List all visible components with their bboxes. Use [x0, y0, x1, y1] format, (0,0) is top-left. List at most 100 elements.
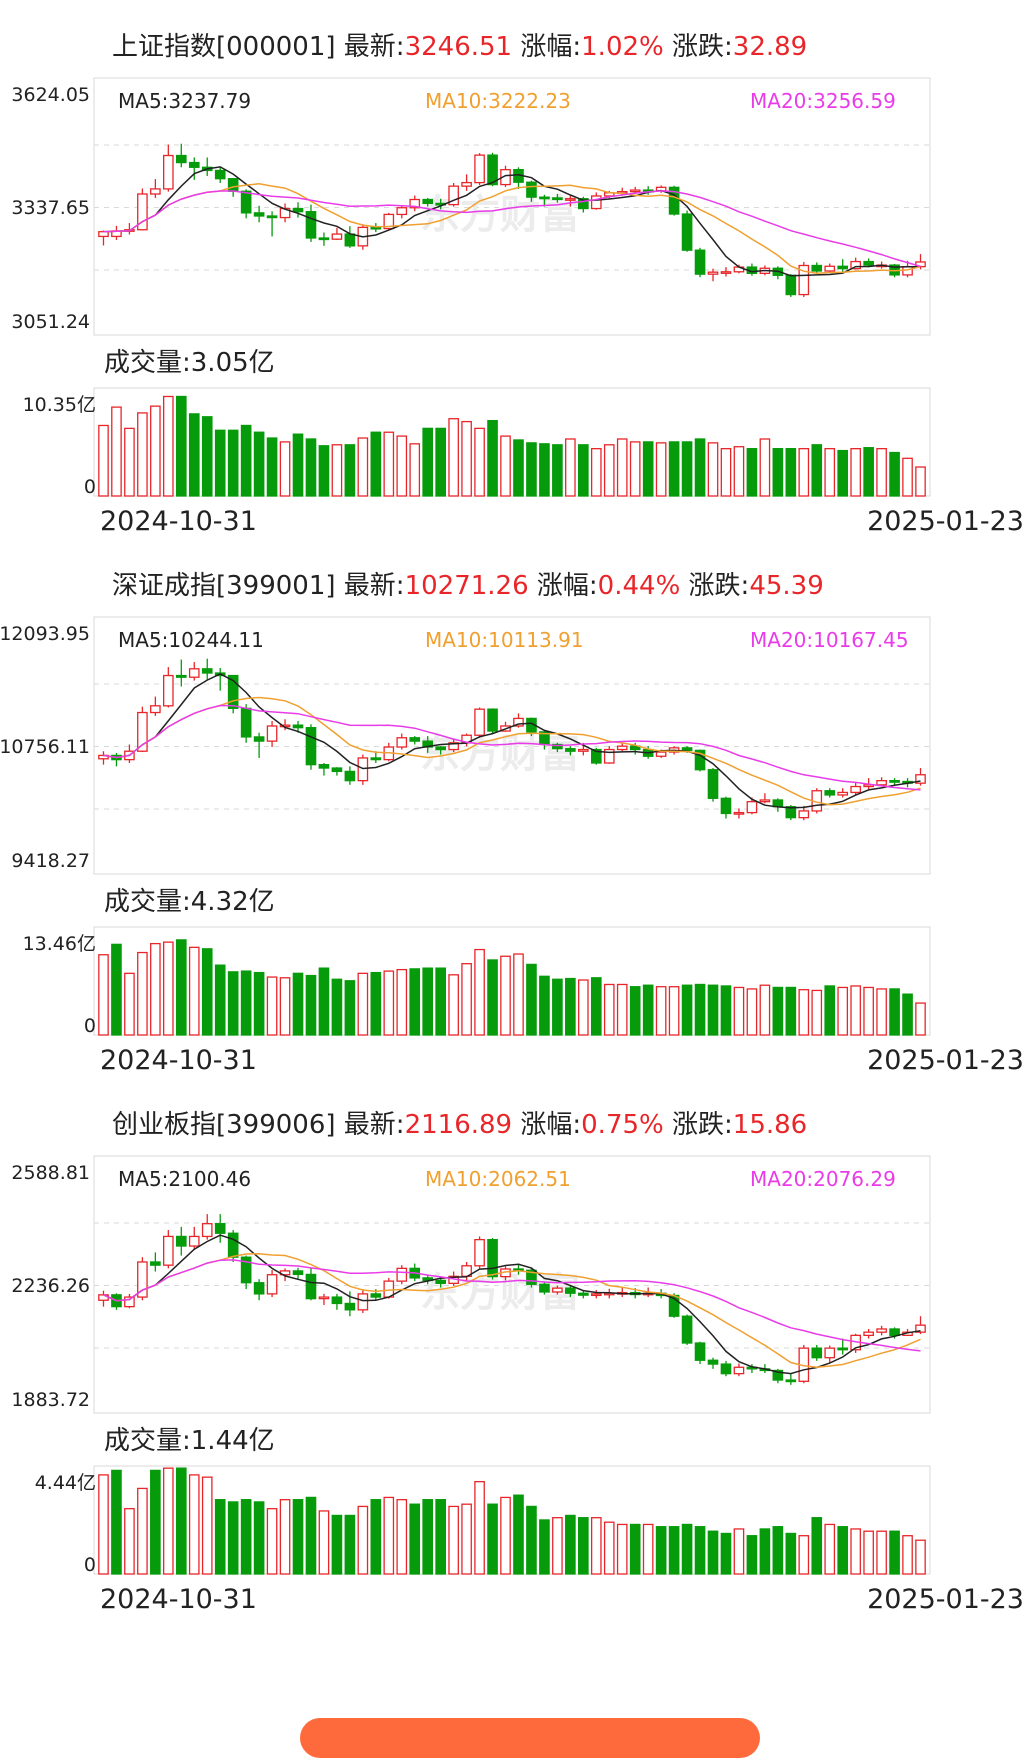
volume-bar	[539, 975, 550, 1036]
candle-body	[292, 1270, 304, 1276]
volume-bar	[603, 983, 615, 1036]
candle-body	[578, 1292, 589, 1296]
candle-body	[590, 748, 602, 764]
volume-bar	[578, 1517, 589, 1575]
candle-body	[163, 1235, 174, 1266]
candle	[318, 1293, 330, 1306]
candle	[694, 247, 706, 278]
volume-bar	[785, 986, 797, 1036]
candle-body	[798, 810, 810, 819]
volume-bar	[124, 427, 135, 497]
volume-bar	[889, 1530, 900, 1575]
candle-body	[137, 711, 148, 752]
ma10-line	[103, 1252, 921, 1368]
candle-body	[837, 791, 849, 796]
candle-body	[565, 1287, 576, 1294]
volume-bar	[448, 418, 459, 497]
candle-body	[150, 188, 161, 195]
candle	[850, 257, 861, 270]
candle	[163, 1230, 174, 1269]
candle	[137, 1257, 148, 1301]
volume-bar	[500, 1496, 511, 1575]
candle-body	[461, 181, 472, 187]
candle-body	[344, 233, 356, 247]
x-end-date: 2025-01-23	[867, 506, 1024, 537]
ma20-label: MA20:2076.29	[750, 1167, 896, 1191]
candle-body	[487, 154, 498, 186]
volume-bar	[668, 986, 680, 1036]
volume-bar	[214, 429, 226, 497]
candle	[681, 1314, 693, 1345]
candle	[876, 777, 887, 786]
volume-bar	[422, 427, 434, 497]
candle-body	[629, 745, 641, 751]
candle	[474, 1236, 485, 1269]
volume-bar	[603, 1521, 615, 1575]
candle-body	[539, 1283, 550, 1293]
volume-bar	[461, 963, 472, 1036]
volume-bar	[850, 985, 861, 1036]
candle-body	[681, 747, 693, 752]
candle-body	[720, 1363, 732, 1375]
candle-body	[850, 260, 861, 270]
candle-body	[500, 169, 511, 186]
volume-bar	[500, 435, 511, 497]
candle	[305, 1268, 317, 1301]
candle-body	[474, 1238, 485, 1267]
volume-bar	[655, 442, 667, 497]
volume-bar	[435, 967, 446, 1036]
candle-body	[707, 271, 719, 275]
candle-body	[396, 1267, 408, 1282]
volume-bar	[305, 438, 317, 497]
candle-body	[837, 1347, 849, 1351]
candle	[552, 742, 563, 753]
chart-panel-3: 创业板指[399006] 最新:2116.89 涨幅:0.75% 涨跌:15.8…	[11, 1110, 1024, 1615]
candle	[681, 210, 693, 252]
candle-body	[240, 707, 252, 738]
volume-bar	[616, 983, 628, 1036]
candle	[590, 1290, 602, 1299]
candle-body	[474, 154, 485, 184]
price-panel	[93, 1155, 931, 1414]
candle	[318, 232, 330, 246]
x-end-date: 2025-01-23	[867, 1045, 1024, 1076]
volume-bar	[759, 984, 771, 1036]
volume-bar	[863, 986, 874, 1036]
volume-bar	[305, 974, 317, 1036]
volume-bar	[383, 431, 395, 497]
price-tick-label: 9418.27	[11, 850, 90, 872]
candle-body	[876, 780, 887, 786]
candle	[707, 268, 719, 282]
volume-bar	[629, 441, 641, 497]
volume-bar	[344, 980, 356, 1036]
volume-bar	[798, 448, 810, 497]
candle	[552, 194, 563, 203]
volume-bar	[915, 466, 926, 497]
bottom-action-button[interactable]	[300, 1718, 760, 1758]
volume-bar	[409, 968, 421, 1036]
volume-bar	[824, 448, 836, 497]
volume-bar	[292, 972, 304, 1036]
x-start-date: 2024-10-31	[100, 1584, 257, 1615]
candle-body	[305, 1273, 317, 1300]
candle-body	[655, 751, 667, 757]
candle	[448, 183, 459, 207]
volume-bar	[772, 1526, 784, 1575]
volume-bar	[902, 993, 913, 1036]
candle	[539, 1281, 550, 1295]
candle-body	[746, 801, 758, 814]
ma5-label: MA5:2100.46	[118, 1167, 251, 1191]
candle	[137, 188, 148, 231]
candle	[214, 166, 226, 184]
volume-bar	[824, 1523, 836, 1575]
volume-bar	[474, 1481, 485, 1575]
volume-bar	[227, 971, 239, 1036]
volume-bar	[487, 1503, 498, 1575]
ma5-label: MA5:10244.11	[118, 628, 264, 652]
ma10-label: MA10:10113.91	[425, 628, 584, 652]
candle	[318, 762, 330, 776]
volume-bar	[565, 1514, 576, 1575]
volume-bar	[837, 986, 849, 1036]
volume-bar	[629, 986, 641, 1036]
candle-body	[629, 189, 641, 193]
